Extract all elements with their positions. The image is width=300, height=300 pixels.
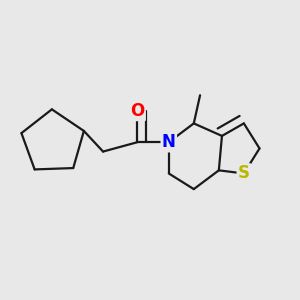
Text: O: O [130,102,145,120]
Text: S: S [238,164,250,182]
Text: N: N [162,133,176,151]
